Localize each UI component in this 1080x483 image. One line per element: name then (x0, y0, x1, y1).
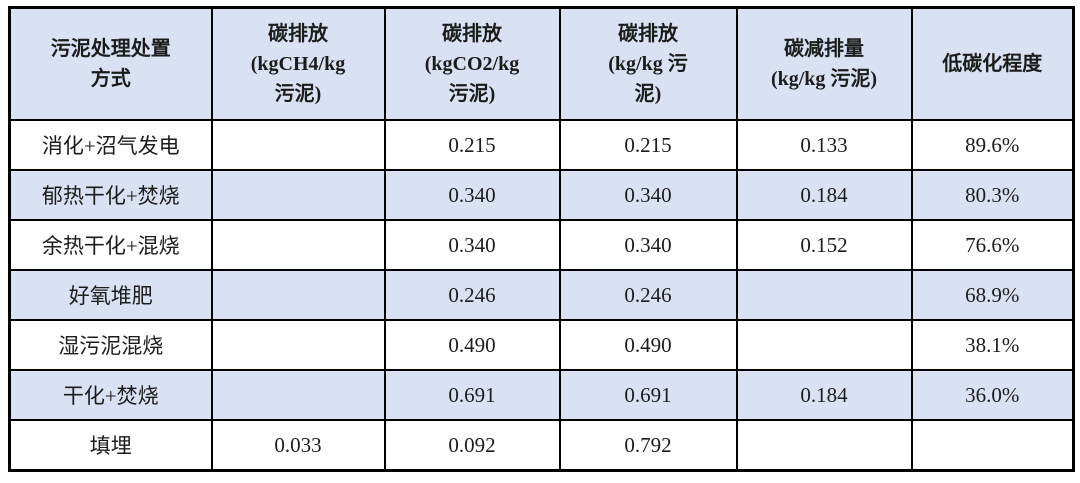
value-cell-total: 0.792 (558, 419, 738, 472)
value-cell-reduction (735, 319, 913, 371)
value-cell-reduction: 0.184 (735, 169, 913, 221)
value-cell-degree: 36.0% (910, 369, 1075, 421)
column-header-co2: 碳排放 (kgCO2/kg 污泥) (383, 6, 561, 121)
method-cell: 消化+沼气发电 (8, 119, 213, 171)
table-header: 污泥处理处置 方式 碳排放 (kgCH4/kg 污泥) 碳排放 (kgCO2/kg 污泥) 碳排… (8, 6, 1075, 121)
value-cell-total: 0.490 (558, 319, 738, 371)
value-cell-co2: 0.246 (383, 269, 561, 321)
value-cell-ch4 (210, 119, 386, 171)
value-cell-total: 0.340 (558, 219, 738, 271)
column-header-line: (kg/kg 污 (608, 53, 688, 75)
table-row: 干化+焚烧 0.691 0.691 0.184 36.0% (8, 369, 1075, 421)
column-header-line: (kg/kg 污泥) (770, 68, 878, 90)
value-cell-co2: 0.340 (383, 169, 561, 221)
table-row: 湿污泥混烧 0.490 0.490 38.1% (8, 319, 1075, 371)
value-cell-co2: 0.092 (383, 419, 561, 472)
value-cell-reduction: 0.133 (735, 119, 913, 171)
value-cell-reduction (735, 269, 913, 321)
table-row: 填埋 0.033 0.092 0.792 (8, 419, 1075, 472)
value-cell-reduction: 0.152 (735, 219, 913, 271)
value-cell-degree (910, 419, 1075, 472)
column-header-method: 污泥处理处置 方式 (8, 6, 213, 121)
value-cell-degree: 80.3% (910, 169, 1075, 221)
column-header-line: (kgCH4/kg (250, 53, 346, 75)
method-cell: 好氧堆肥 (8, 269, 213, 321)
value-cell-reduction (735, 419, 913, 472)
value-cell-total: 0.246 (558, 269, 738, 321)
column-header-line: 方式 (90, 68, 131, 90)
column-header-degree: 低碳化程度 (910, 6, 1075, 121)
method-cell: 填埋 (8, 419, 213, 472)
method-cell: 干化+焚烧 (8, 369, 213, 421)
column-header-line: 污泥) (448, 83, 496, 105)
value-cell-total: 0.691 (558, 369, 738, 421)
header-row: 污泥处理处置 方式 碳排放 (kgCH4/kg 污泥) 碳排放 (kgCO2/kg 污泥) 碳排… (8, 6, 1075, 121)
value-cell-ch4 (210, 169, 386, 221)
value-cell-co2: 0.490 (383, 319, 561, 371)
value-cell-degree: 38.1% (910, 319, 1075, 371)
value-cell-total: 0.215 (558, 119, 738, 171)
value-cell-total: 0.340 (558, 169, 738, 221)
value-cell-reduction: 0.184 (735, 369, 913, 421)
value-cell-ch4: 0.033 (210, 419, 386, 472)
table-row: 好氧堆肥 0.246 0.246 68.9% (8, 269, 1075, 321)
table-body: 消化+沼气发电 0.215 0.215 0.133 89.6% 郁热干化+焚烧 0.340 0… (8, 119, 1075, 472)
method-cell: 湿污泥混烧 (8, 319, 213, 371)
value-cell-degree: 68.9% (910, 269, 1075, 321)
column-header-reduction: 碳减排量 (kg/kg 污泥) (735, 6, 913, 121)
column-header-line: 碳排放 (618, 23, 678, 45)
value-cell-ch4 (210, 219, 386, 271)
value-cell-co2: 0.215 (383, 119, 561, 171)
value-cell-co2: 0.691 (383, 369, 561, 421)
column-header-line: 污泥) (274, 83, 322, 105)
column-header-total: 碳排放 (kg/kg 污泥) (558, 6, 738, 121)
value-cell-degree: 76.6% (910, 219, 1075, 271)
sludge-carbon-emissions-table: 污泥处理处置 方式 碳排放 (kgCH4/kg 污泥) 碳排放 (kgCO2/kg 污泥) 碳排… (8, 6, 1075, 472)
method-cell: 郁热干化+焚烧 (8, 169, 213, 221)
column-header-line: 泥) (634, 83, 662, 105)
column-header-ch4: 碳排放 (kgCH4/kg 污泥) (210, 6, 386, 121)
column-header-line: 低碳化程度 (942, 53, 1043, 75)
method-cell: 余热干化+混烧 (8, 219, 213, 271)
value-cell-ch4 (210, 319, 386, 371)
column-header-line: 碳减排量 (784, 38, 864, 60)
column-header-line: 碳排放 (268, 23, 328, 45)
column-header-line: 污泥处理处置 (50, 38, 171, 60)
value-cell-degree: 89.6% (910, 119, 1075, 171)
column-header-line: (kgCO2/kg (424, 53, 520, 75)
value-cell-ch4 (210, 369, 386, 421)
table-row: 余热干化+混烧 0.340 0.340 0.152 76.6% (8, 219, 1075, 271)
column-header-line: 碳排放 (442, 23, 502, 45)
table-row: 消化+沼气发电 0.215 0.215 0.133 89.6% (8, 119, 1075, 171)
value-cell-ch4 (210, 269, 386, 321)
value-cell-co2: 0.340 (383, 219, 561, 271)
table-row: 郁热干化+焚烧 0.340 0.340 0.184 80.3% (8, 169, 1075, 221)
